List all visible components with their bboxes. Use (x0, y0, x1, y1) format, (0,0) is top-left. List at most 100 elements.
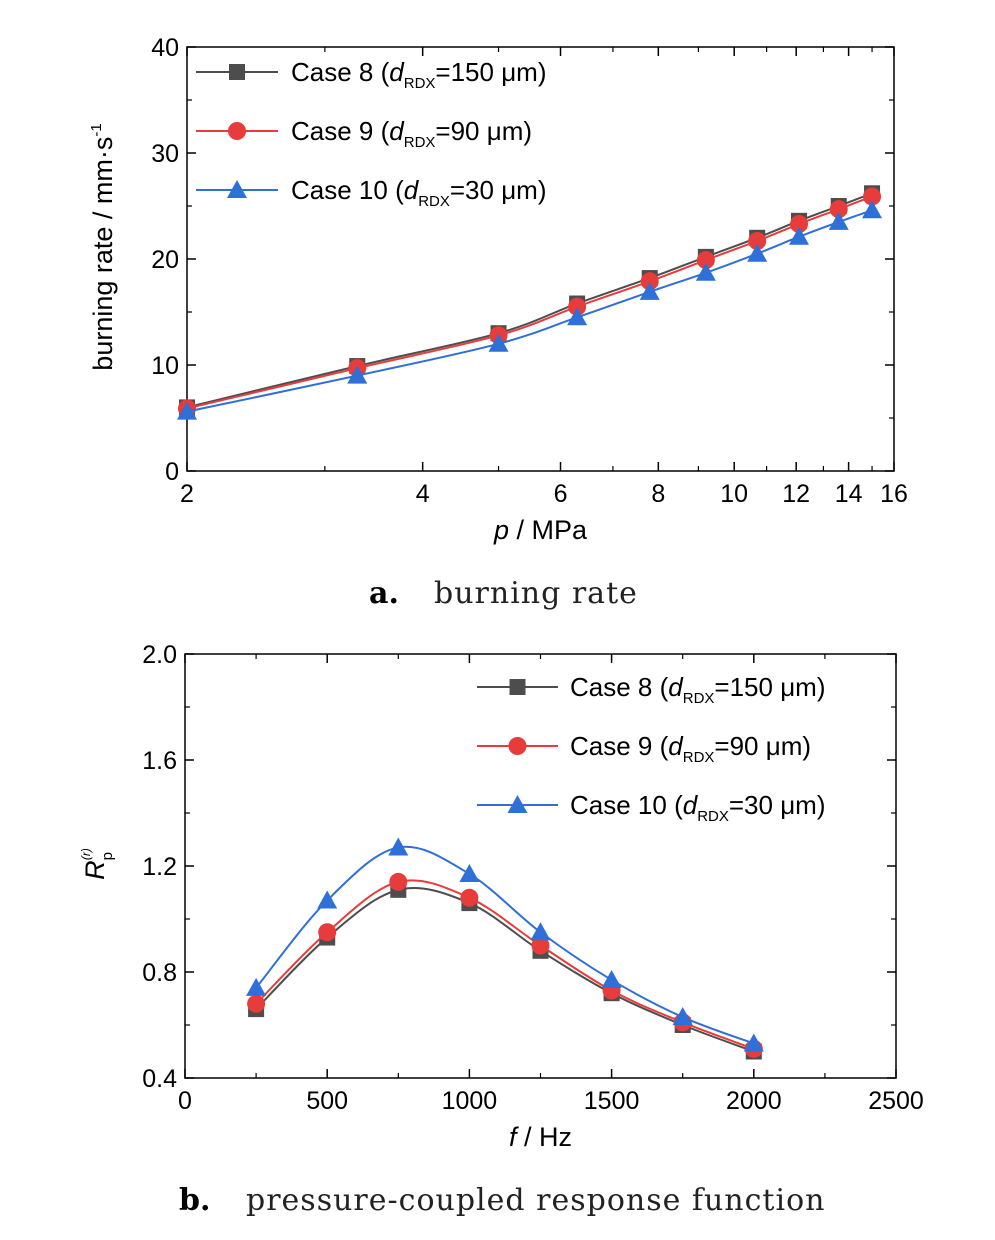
series-line (186, 195, 873, 410)
legend-label: Case 10 (dRDX=30 μm) (291, 175, 547, 210)
series-3 (177, 200, 883, 420)
data-point (460, 888, 479, 907)
legend-subscript: RDX (404, 134, 436, 151)
data-point (829, 200, 848, 219)
chart-a: 2 4 6 8 10 12 14 16 0 10 20 30 40 p / MPa burning rate… (88, 34, 908, 611)
x-tick-label: 2500 (868, 1087, 924, 1115)
data-point (531, 936, 550, 955)
data-point (177, 401, 197, 420)
x-tick-label: 10 (720, 480, 748, 508)
data-point (568, 297, 587, 316)
y-tick-label: 1.2 (142, 853, 177, 881)
legend-case: Case 8 ( (570, 672, 669, 702)
legend: Case 8 (dRDX=150 μm)Case 9 (dRDX=90 μm)C… (196, 57, 547, 210)
x-axis-variable: p (493, 515, 509, 545)
caption-text: burning rate (434, 576, 638, 611)
y-axis-superscript: (r) (79, 848, 93, 860)
x-axis-unit: / Hz (517, 1122, 573, 1152)
data-point (790, 215, 809, 234)
data-point (567, 307, 588, 326)
data-point (318, 923, 337, 942)
x-tick-label: 2 (180, 480, 194, 508)
data-point (389, 872, 408, 891)
data-point (748, 231, 767, 250)
y-tick-label: 10 (151, 352, 179, 380)
x-axis-title: p / MPa (493, 515, 588, 545)
data-point (863, 187, 882, 206)
data-point (601, 969, 622, 988)
y-tick-label: 30 (151, 140, 179, 168)
legend-subscript: RDX (683, 749, 715, 766)
legend-value: =30 μm) (450, 175, 547, 205)
y-tick-label: 0.4 (142, 1065, 177, 1093)
x-axis-variable: f (509, 1122, 519, 1152)
legend-subscript: RDX (697, 808, 729, 825)
series-1 (248, 881, 762, 1060)
legend-variable: d (404, 175, 420, 205)
y-axis-label-text: burning rate / mm·s (88, 137, 118, 371)
legend-marker (509, 679, 526, 695)
y-axis-title: burning rate / mm·s-1 (88, 123, 118, 370)
plot-frame (184, 653, 897, 1079)
y-tick-label: 2.0 (142, 641, 177, 669)
x-tick-label: 0 (178, 1087, 192, 1115)
series-line (186, 192, 873, 409)
data-point (246, 977, 267, 996)
legend-value: =90 μm) (714, 731, 811, 761)
caption-letter: a. (369, 576, 399, 611)
legend-case: Case 9 ( (291, 116, 390, 146)
x-tick-label: 2000 (726, 1087, 782, 1115)
series-1 (179, 185, 881, 416)
legend-marker (508, 737, 527, 755)
series-2 (178, 187, 882, 418)
y-axis-label-superscript: -1 (88, 123, 105, 136)
data-point (530, 922, 551, 941)
y-axis-title: Rp (r) (79, 848, 116, 880)
legend-label: Case 9 (dRDX=90 μm) (291, 116, 532, 151)
legend-subscript: RDX (404, 75, 436, 92)
legend-case: Case 10 ( (570, 790, 683, 820)
legend-label: Case 8 (dRDX=150 μm) (291, 57, 547, 92)
legend-variable: d (389, 116, 405, 146)
legend-subscript: RDX (683, 690, 715, 707)
x-axis-title: f / Hz (509, 1122, 572, 1152)
legend-marker (228, 122, 246, 140)
legend-variable: d (668, 731, 684, 761)
data-point (696, 251, 715, 270)
x-tick-label: 4 (416, 480, 430, 508)
legend-case: Case 9 ( (570, 731, 669, 761)
data-point (789, 226, 810, 245)
data-point (747, 243, 768, 262)
legend: Case 8 (dRDX=150 μm)Case 9 (dRDX=90 μm)C… (477, 672, 826, 825)
x-tick-label: 1500 (584, 1087, 640, 1115)
legend-label: Case 10 (dRDX=30 μm) (570, 790, 826, 825)
chart-b: 0 500 1000 1500 2000 2500 0.4 0.8 1.2 1.6 2.0 f / H… (79, 641, 924, 1218)
x-tick-label: 1000 (442, 1087, 498, 1115)
x-axis-unit: / MPa (509, 515, 588, 545)
legend-value: =30 μm) (729, 790, 826, 820)
caption-letter: b. (179, 1183, 210, 1218)
data-point (695, 262, 716, 281)
x-tick-label: 16 (880, 480, 908, 508)
data-point (347, 365, 368, 384)
legend-variable: d (683, 790, 699, 820)
data-point (459, 863, 480, 882)
y-tick-label: 40 (151, 34, 179, 62)
legend-subscript: RDX (418, 193, 450, 210)
y-axis-subscript: p (99, 852, 116, 860)
y-tick-label: 0.8 (142, 959, 177, 987)
legend-label: Case 9 (dRDX=90 μm) (570, 731, 811, 766)
caption-text: pressure-coupled response function (246, 1183, 825, 1218)
x-tick-label: 12 (782, 480, 810, 508)
y-tick-label: 20 (151, 246, 179, 274)
legend-marker (507, 795, 528, 813)
data-point (388, 837, 409, 856)
legend-variable: d (389, 57, 405, 87)
x-tick-label: 14 (835, 480, 863, 508)
x-tick-label: 6 (554, 480, 568, 508)
x-tick-label: 8 (651, 480, 665, 508)
series-3 (246, 837, 764, 1052)
legend-marker (229, 64, 245, 80)
data-point (488, 333, 509, 352)
legend-case: Case 10 ( (291, 175, 404, 205)
